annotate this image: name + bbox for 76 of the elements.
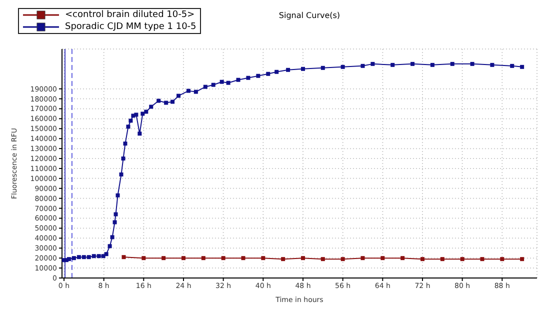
point <box>138 132 142 136</box>
point <box>340 257 345 262</box>
point <box>520 257 524 262</box>
point <box>211 82 216 87</box>
point <box>274 70 279 74</box>
point <box>140 112 145 116</box>
point <box>142 256 146 260</box>
point <box>116 193 120 198</box>
point <box>123 142 128 146</box>
point <box>420 257 424 262</box>
point <box>121 156 126 161</box>
point <box>430 62 434 67</box>
point <box>170 100 175 104</box>
point <box>490 62 494 67</box>
point <box>300 256 305 260</box>
point <box>390 62 395 67</box>
point <box>144 110 148 114</box>
point <box>82 255 86 260</box>
point <box>66 257 71 262</box>
point <box>286 68 290 72</box>
point <box>186 88 190 93</box>
point <box>470 62 474 66</box>
point <box>96 254 101 258</box>
point <box>236 78 240 82</box>
point <box>76 255 81 260</box>
point <box>440 257 444 262</box>
legend-label: <control brain diluted 10-5> <box>65 9 195 21</box>
point <box>340 64 345 69</box>
point <box>181 256 186 260</box>
point <box>110 235 114 240</box>
point <box>112 220 117 224</box>
point <box>134 112 138 117</box>
point <box>261 256 266 260</box>
point <box>220 80 224 84</box>
point <box>194 90 198 94</box>
point <box>108 244 112 248</box>
point <box>460 257 464 262</box>
point <box>176 94 181 98</box>
point <box>201 256 206 260</box>
point <box>149 104 154 109</box>
point <box>520 64 524 69</box>
point <box>400 256 405 260</box>
point <box>246 76 250 80</box>
point <box>256 74 260 78</box>
point <box>92 254 96 258</box>
point <box>86 255 91 260</box>
point <box>266 72 270 76</box>
point <box>500 257 504 262</box>
point <box>119 172 124 176</box>
point <box>450 62 454 66</box>
point <box>126 124 130 129</box>
point <box>72 256 76 260</box>
point <box>480 257 484 262</box>
point <box>241 256 246 260</box>
point <box>360 256 365 260</box>
point <box>320 66 325 70</box>
point <box>164 100 168 105</box>
point <box>370 62 375 66</box>
point <box>104 252 108 256</box>
point <box>122 255 126 260</box>
point <box>203 84 208 89</box>
point <box>300 66 305 71</box>
point <box>281 257 286 262</box>
point <box>226 80 230 85</box>
point <box>410 62 415 66</box>
point <box>162 256 166 260</box>
point <box>156 98 161 103</box>
point <box>320 257 325 262</box>
point <box>114 212 118 216</box>
point <box>510 64 514 68</box>
legend-label: Sporadic CJD MM type 1 10-5 <box>65 21 196 33</box>
point <box>360 64 365 68</box>
point <box>128 118 133 123</box>
chart-title: Signal Curve(s) <box>278 11 340 20</box>
point <box>380 256 385 260</box>
point <box>221 256 226 260</box>
